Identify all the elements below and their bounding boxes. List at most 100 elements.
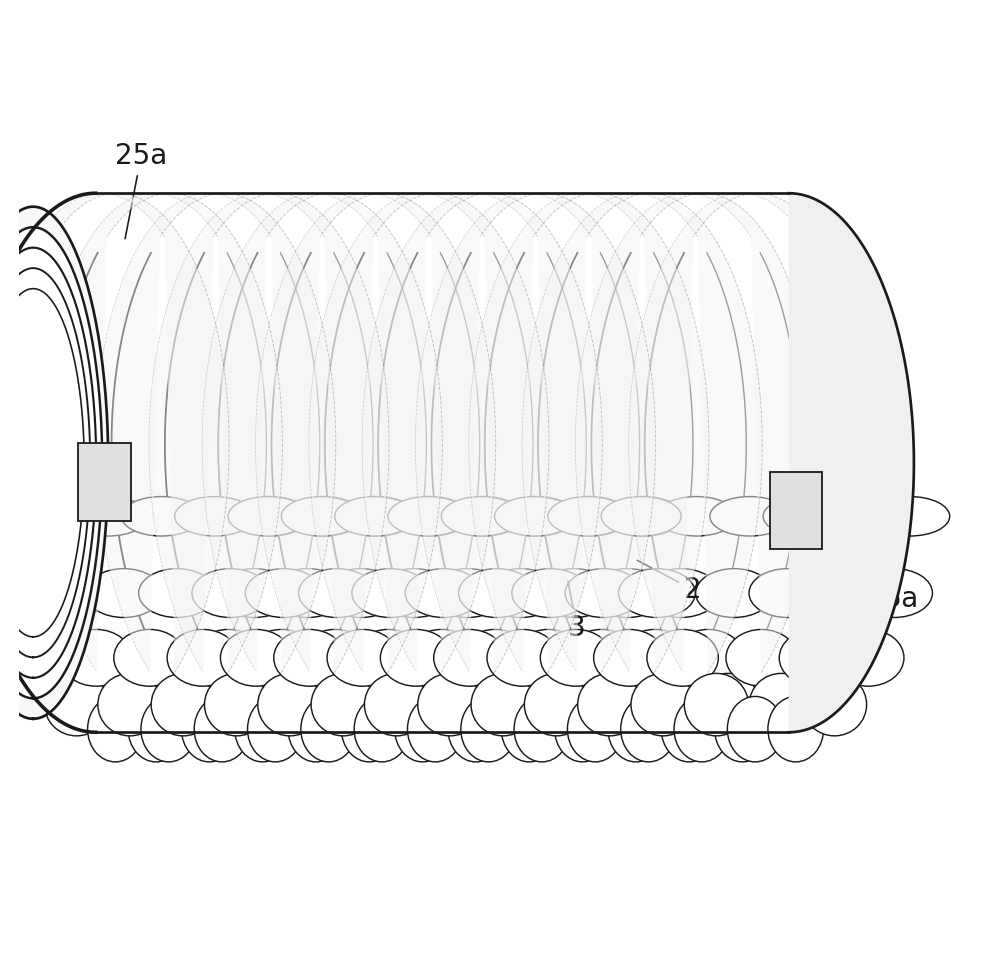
Ellipse shape: [204, 674, 269, 736]
Ellipse shape: [354, 696, 410, 762]
Ellipse shape: [407, 696, 463, 762]
Ellipse shape: [163, 674, 227, 736]
Ellipse shape: [631, 674, 695, 736]
Polygon shape: [0, 248, 96, 678]
Polygon shape: [165, 253, 426, 733]
Polygon shape: [415, 193, 656, 673]
Ellipse shape: [60, 629, 132, 686]
Ellipse shape: [715, 696, 770, 762]
Ellipse shape: [870, 496, 950, 536]
Ellipse shape: [85, 569, 162, 618]
Polygon shape: [112, 253, 373, 733]
Text: 26a: 26a: [829, 475, 918, 613]
Polygon shape: [0, 193, 229, 673]
Polygon shape: [256, 193, 496, 673]
Ellipse shape: [589, 674, 653, 736]
Ellipse shape: [311, 674, 375, 736]
Polygon shape: [469, 193, 709, 673]
Ellipse shape: [673, 629, 744, 686]
Polygon shape: [96, 193, 336, 673]
Ellipse shape: [603, 496, 683, 536]
Ellipse shape: [352, 569, 429, 618]
Polygon shape: [0, 288, 84, 637]
Ellipse shape: [856, 569, 932, 618]
Polygon shape: [378, 253, 640, 733]
Ellipse shape: [235, 696, 290, 762]
Ellipse shape: [657, 496, 736, 536]
Ellipse shape: [128, 696, 184, 762]
Ellipse shape: [471, 674, 535, 736]
Polygon shape: [218, 253, 480, 733]
Ellipse shape: [487, 629, 558, 686]
Polygon shape: [0, 206, 108, 719]
Ellipse shape: [483, 674, 547, 736]
Ellipse shape: [32, 569, 109, 618]
Polygon shape: [362, 193, 602, 673]
Ellipse shape: [15, 496, 95, 536]
Ellipse shape: [322, 569, 399, 618]
Ellipse shape: [779, 629, 851, 686]
Ellipse shape: [726, 629, 797, 686]
Ellipse shape: [390, 496, 470, 536]
Ellipse shape: [192, 569, 269, 618]
Polygon shape: [0, 268, 90, 657]
Ellipse shape: [589, 569, 666, 618]
Text: 25a: 25a: [115, 143, 167, 239]
Ellipse shape: [327, 629, 398, 686]
Polygon shape: [149, 193, 389, 673]
Ellipse shape: [45, 674, 109, 736]
Ellipse shape: [281, 496, 361, 536]
Ellipse shape: [418, 674, 482, 736]
Ellipse shape: [405, 569, 482, 618]
Ellipse shape: [550, 496, 630, 536]
Ellipse shape: [301, 696, 356, 762]
Ellipse shape: [376, 569, 453, 618]
Ellipse shape: [548, 496, 628, 536]
Ellipse shape: [495, 496, 574, 536]
Ellipse shape: [566, 629, 637, 686]
Ellipse shape: [7, 629, 79, 686]
Bar: [770, 472, 822, 549]
Ellipse shape: [497, 496, 576, 536]
Ellipse shape: [216, 674, 280, 736]
Ellipse shape: [248, 696, 303, 762]
Ellipse shape: [642, 569, 719, 618]
Ellipse shape: [594, 629, 665, 686]
Ellipse shape: [768, 696, 824, 762]
Ellipse shape: [710, 496, 790, 536]
Polygon shape: [325, 253, 586, 733]
Ellipse shape: [220, 629, 292, 686]
Ellipse shape: [353, 629, 424, 686]
Ellipse shape: [536, 569, 613, 618]
Ellipse shape: [246, 629, 318, 686]
Ellipse shape: [429, 674, 493, 736]
Ellipse shape: [269, 569, 346, 618]
Polygon shape: [645, 253, 906, 733]
Ellipse shape: [501, 696, 557, 762]
Ellipse shape: [459, 569, 535, 618]
Ellipse shape: [643, 674, 707, 736]
Polygon shape: [485, 253, 746, 733]
Ellipse shape: [567, 696, 623, 762]
Polygon shape: [58, 253, 320, 733]
Ellipse shape: [406, 629, 477, 686]
Ellipse shape: [269, 674, 333, 736]
Polygon shape: [575, 193, 816, 673]
Ellipse shape: [833, 629, 904, 686]
Ellipse shape: [512, 569, 589, 618]
Ellipse shape: [601, 496, 681, 536]
Ellipse shape: [274, 629, 345, 686]
Ellipse shape: [141, 696, 197, 762]
Polygon shape: [272, 253, 533, 733]
Polygon shape: [522, 193, 762, 673]
Ellipse shape: [816, 496, 896, 536]
Polygon shape: [789, 193, 914, 733]
Ellipse shape: [434, 629, 505, 686]
Ellipse shape: [121, 496, 201, 536]
Polygon shape: [591, 253, 853, 733]
Ellipse shape: [565, 569, 642, 618]
Ellipse shape: [299, 629, 371, 686]
Ellipse shape: [802, 674, 867, 736]
Ellipse shape: [335, 496, 415, 536]
Ellipse shape: [514, 696, 570, 762]
